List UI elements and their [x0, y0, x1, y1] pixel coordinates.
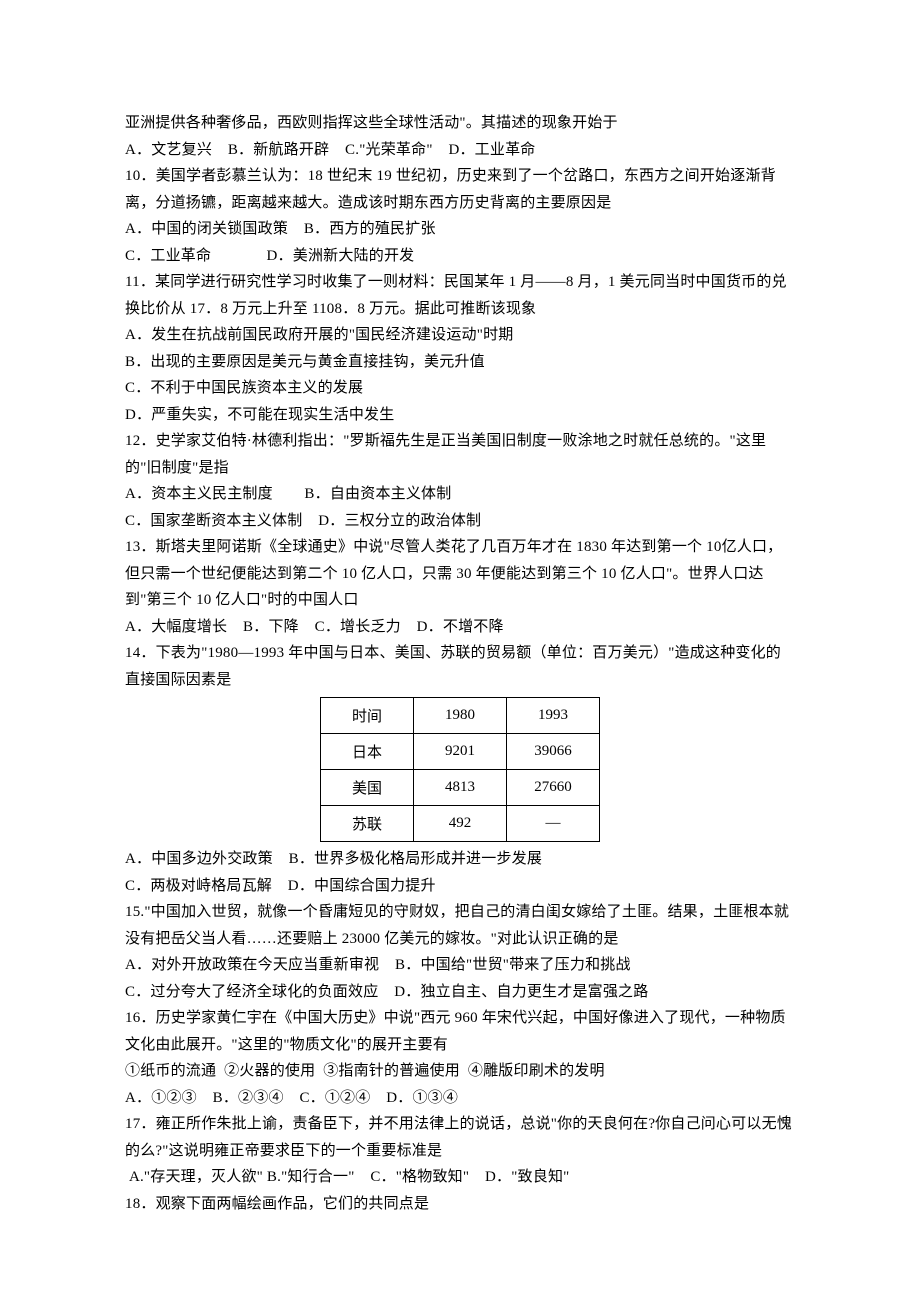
text-line: 17．雍正所作朱批上谕，责备臣下，并不用法律上的说话，总说"你的天良何在?你自己…: [125, 1111, 795, 1164]
text-line: 亚洲提供各种奢侈品，西欧则指挥这些全球性活动"。其描述的现象开始于: [125, 110, 795, 137]
text-line: C．国家垄断资本主义体制 D．三权分立的政治体制: [125, 508, 795, 535]
text-line: ①纸币的流通 ②火器的使用 ③指南针的普遍使用 ④雕版印刷术的发明: [125, 1058, 795, 1085]
table-cell: 美国: [321, 770, 414, 806]
table-cell: —: [507, 806, 600, 842]
trade-table: 时间 1980 1993 日本 9201 39066 美国 4813 27660…: [320, 697, 600, 842]
text-line: A．大幅度增长 B．下降 C．增长乏力 D．不增不降: [125, 614, 795, 641]
text-line: A."存天理，灭人欲" B."知行合一" C．"格物致知" D．"致良知": [125, 1164, 795, 1191]
table-cell: 27660: [507, 770, 600, 806]
table-row: 日本 9201 39066: [321, 734, 600, 770]
text-line: B．出现的主要原因是美元与黄金直接挂钩，美元升值: [125, 349, 795, 376]
text-line: 10．美国学者彭慕兰认为：18 世纪末 19 世纪初，历史来到了一个岔路口，东西…: [125, 163, 795, 216]
text-line: C．不利于中国民族资本主义的发展: [125, 375, 795, 402]
text-block-before-table: 亚洲提供各种奢侈品，西欧则指挥这些全球性活动"。其描述的现象开始于A．文艺复兴 …: [125, 110, 795, 693]
text-line: 12．史学家艾伯特·林德利指出："罗斯福先生是正当美国旧制度一败涂地之时就任总统…: [125, 428, 795, 481]
table-cell: 9201: [414, 734, 507, 770]
trade-table-wrap: 时间 1980 1993 日本 9201 39066 美国 4813 27660…: [125, 697, 795, 842]
text-line: C．工业革命 D．美洲新大陆的开发: [125, 243, 795, 270]
text-line: A．资本主义民主制度 B．自由资本主义体制: [125, 481, 795, 508]
text-line: A．发生在抗战前国民政府开展的"国民经济建设运动"时期: [125, 322, 795, 349]
table-cell: 492: [414, 806, 507, 842]
text-block-after-table: A．中国多边外交政策 B．世界多极化格局形成并进一步发展C．两极对峙格局瓦解 D…: [125, 846, 795, 1217]
table-cell: 苏联: [321, 806, 414, 842]
table-row: 苏联 492 —: [321, 806, 600, 842]
text-line: A．中国多边外交政策 B．世界多极化格局形成并进一步发展: [125, 846, 795, 873]
table-cell: 日本: [321, 734, 414, 770]
text-line: C．两极对峙格局瓦解 D．中国综合国力提升: [125, 873, 795, 900]
table-row: 美国 4813 27660: [321, 770, 600, 806]
text-line: A．对外开放政策在今天应当重新审视 B．中国给"世贸"带来了压力和挑战: [125, 952, 795, 979]
table-cell: 1993: [507, 698, 600, 734]
text-line: 15."中国加入世贸，就像一个昏庸短见的守财奴，把自己的清白闺女嫁给了土匪。结果…: [125, 899, 795, 952]
text-line: A．文艺复兴 B．新航路开辟 C."光荣革命" D．工业革命: [125, 137, 795, 164]
table-cell: 39066: [507, 734, 600, 770]
table-row: 时间 1980 1993: [321, 698, 600, 734]
text-line: 11．某同学进行研究性学习时收集了一则材料：民国某年 1 月——8 月，1 美元…: [125, 269, 795, 322]
table-cell: 4813: [414, 770, 507, 806]
document-page: 亚洲提供各种奢侈品，西欧则指挥这些全球性活动"。其描述的现象开始于A．文艺复兴 …: [0, 0, 920, 1297]
table-cell: 1980: [414, 698, 507, 734]
text-line: A．①②③ B．②③④ C．①②④ D．①③④: [125, 1085, 795, 1112]
table-cell: 时间: [321, 698, 414, 734]
text-line: A．中国的闭关锁国政策 B．西方的殖民扩张: [125, 216, 795, 243]
text-line: C．过分夸大了经济全球化的负面效应 D．独立自主、自力更生才是富强之路: [125, 979, 795, 1006]
text-line: 13．斯塔夫里阿诺斯《全球通史》中说"尽管人类花了几百万年才在 1830 年达到…: [125, 534, 795, 614]
text-line: 18．观察下面两幅绘画作品，它们的共同点是: [125, 1191, 795, 1218]
text-line: 16．历史学家黄仁宇在《中国大历史》中说"西元 960 年宋代兴起，中国好像进入…: [125, 1005, 795, 1058]
text-line: 14．下表为"1980—1993 年中国与日本、美国、苏联的贸易额（单位：百万美…: [125, 640, 795, 693]
text-line: D．严重失实，不可能在现实生活中发生: [125, 402, 795, 429]
